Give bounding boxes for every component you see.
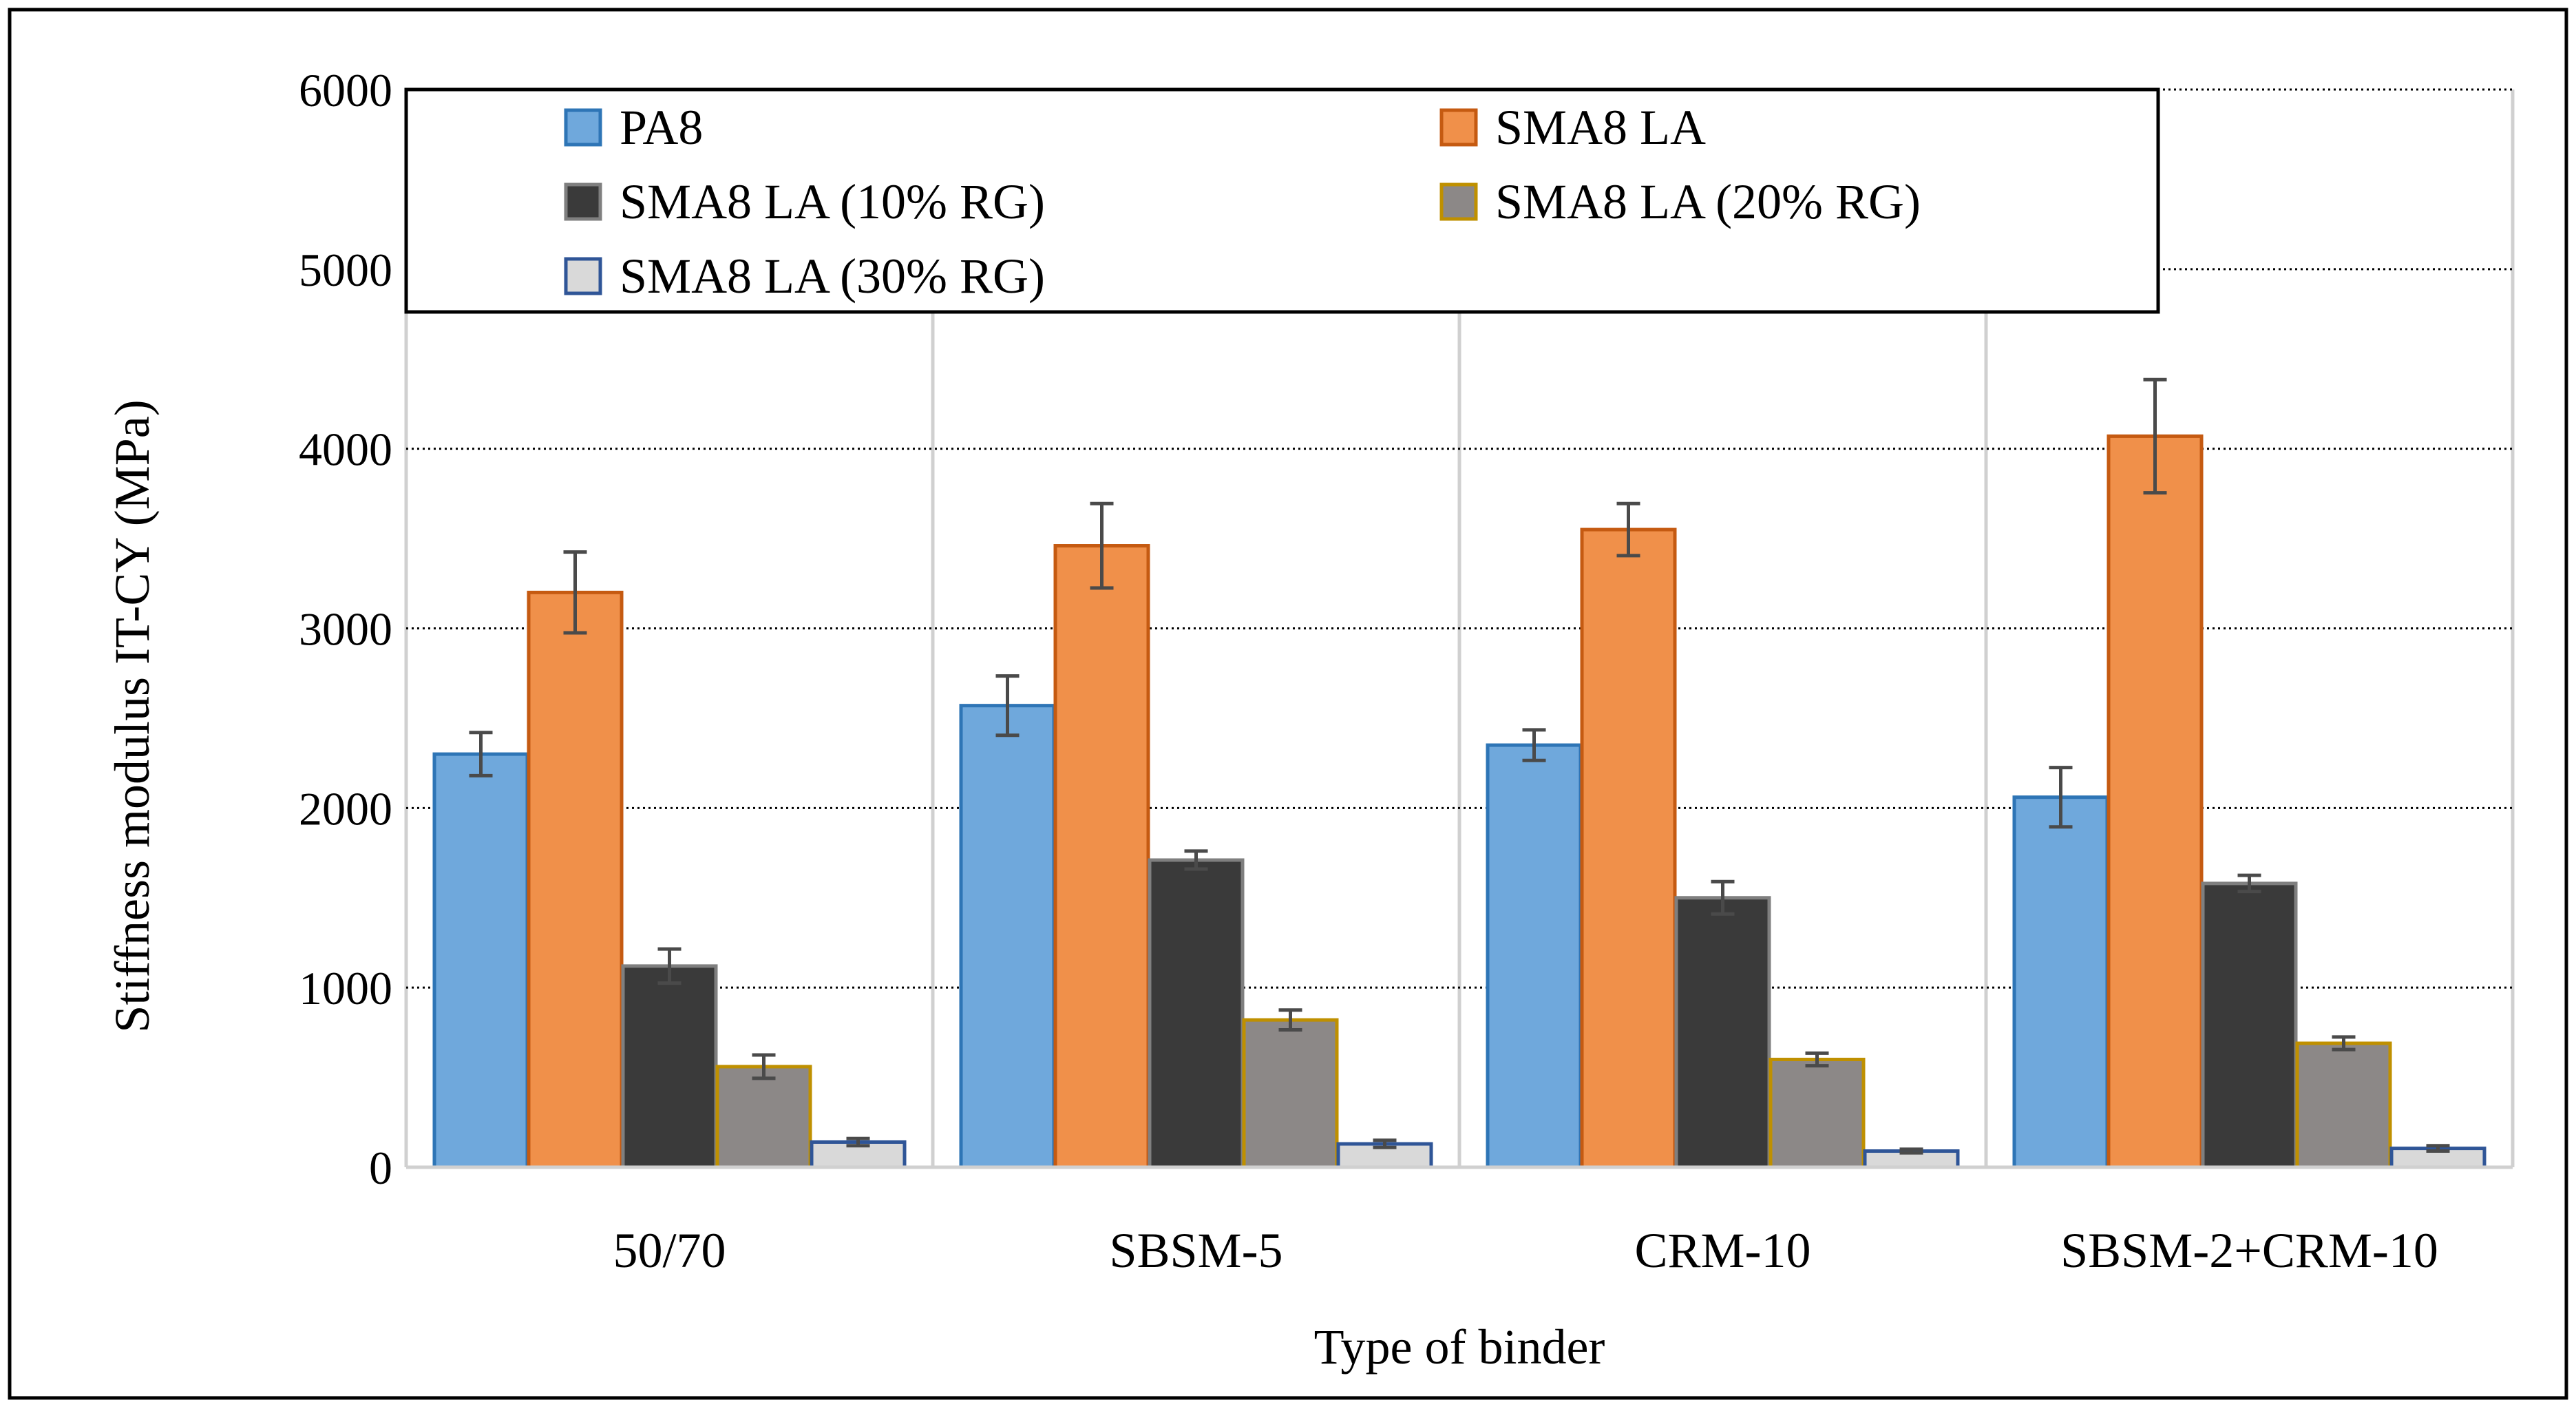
y-tick-label: 4000 — [299, 424, 392, 476]
bar — [2201, 881, 2298, 1169]
bar — [1053, 544, 1150, 1169]
y-tick-label: 6000 — [299, 64, 392, 116]
legend-label: SMA8 LA (10% RG) — [620, 174, 1045, 229]
y-tick-label: 2000 — [299, 782, 392, 835]
bar — [2107, 434, 2204, 1169]
bars-layer — [432, 434, 2487, 1169]
legend-swatch — [564, 108, 602, 147]
bar — [1486, 743, 1583, 1169]
legend-swatch — [1439, 108, 1478, 147]
y-axis-title: Stiffness modulus IT-CY (MPa) — [105, 399, 160, 1032]
bar — [715, 1065, 812, 1169]
legend-swatch — [564, 182, 602, 221]
legend-box — [404, 87, 2160, 314]
bar — [2012, 795, 2109, 1169]
x-tick-label: SBSM-2+CRM-10 — [2060, 1223, 2438, 1278]
x-axis-title: Type of binder — [1314, 1319, 1605, 1375]
axis-layer: 0 1000 2000 3000 4000 5000 6000 50/70 SBSM-5 CRM-… — [299, 64, 2513, 1278]
legend-label: SMA8 LA (30% RG) — [620, 249, 1045, 304]
bar — [432, 752, 529, 1169]
x-tick-label: 50/70 — [613, 1223, 726, 1278]
y-tick-label: 5000 — [299, 244, 392, 296]
y-tick-label: 3000 — [299, 603, 392, 656]
x-tick-label: CRM-10 — [1634, 1223, 1810, 1278]
legend-label: SMA8 LA — [1495, 100, 1706, 155]
bar — [527, 590, 624, 1169]
legend-label: SMA8 LA (20% RG) — [1495, 174, 1921, 229]
bar — [1148, 858, 1245, 1169]
legend: PA8 SMA8 LA SMA8 LA (10% RG) SMA8 LA (20% R… — [404, 87, 2160, 314]
legend-swatch — [1439, 182, 1478, 221]
bar — [1580, 527, 1677, 1169]
bar — [1674, 896, 1771, 1169]
error-bars-layer — [469, 377, 2450, 1155]
x-tick-label: SBSM-5 — [1109, 1223, 1282, 1278]
y-tick-label: 1000 — [299, 962, 392, 1014]
y-tick-label: 0 — [369, 1142, 392, 1194]
legend-swatch — [564, 257, 602, 295]
bar — [1242, 1018, 1339, 1169]
bar — [959, 704, 1056, 1169]
legend-label: PA8 — [620, 100, 703, 155]
bar — [1769, 1058, 1866, 1169]
bar — [621, 964, 718, 1169]
bar — [2295, 1041, 2392, 1169]
